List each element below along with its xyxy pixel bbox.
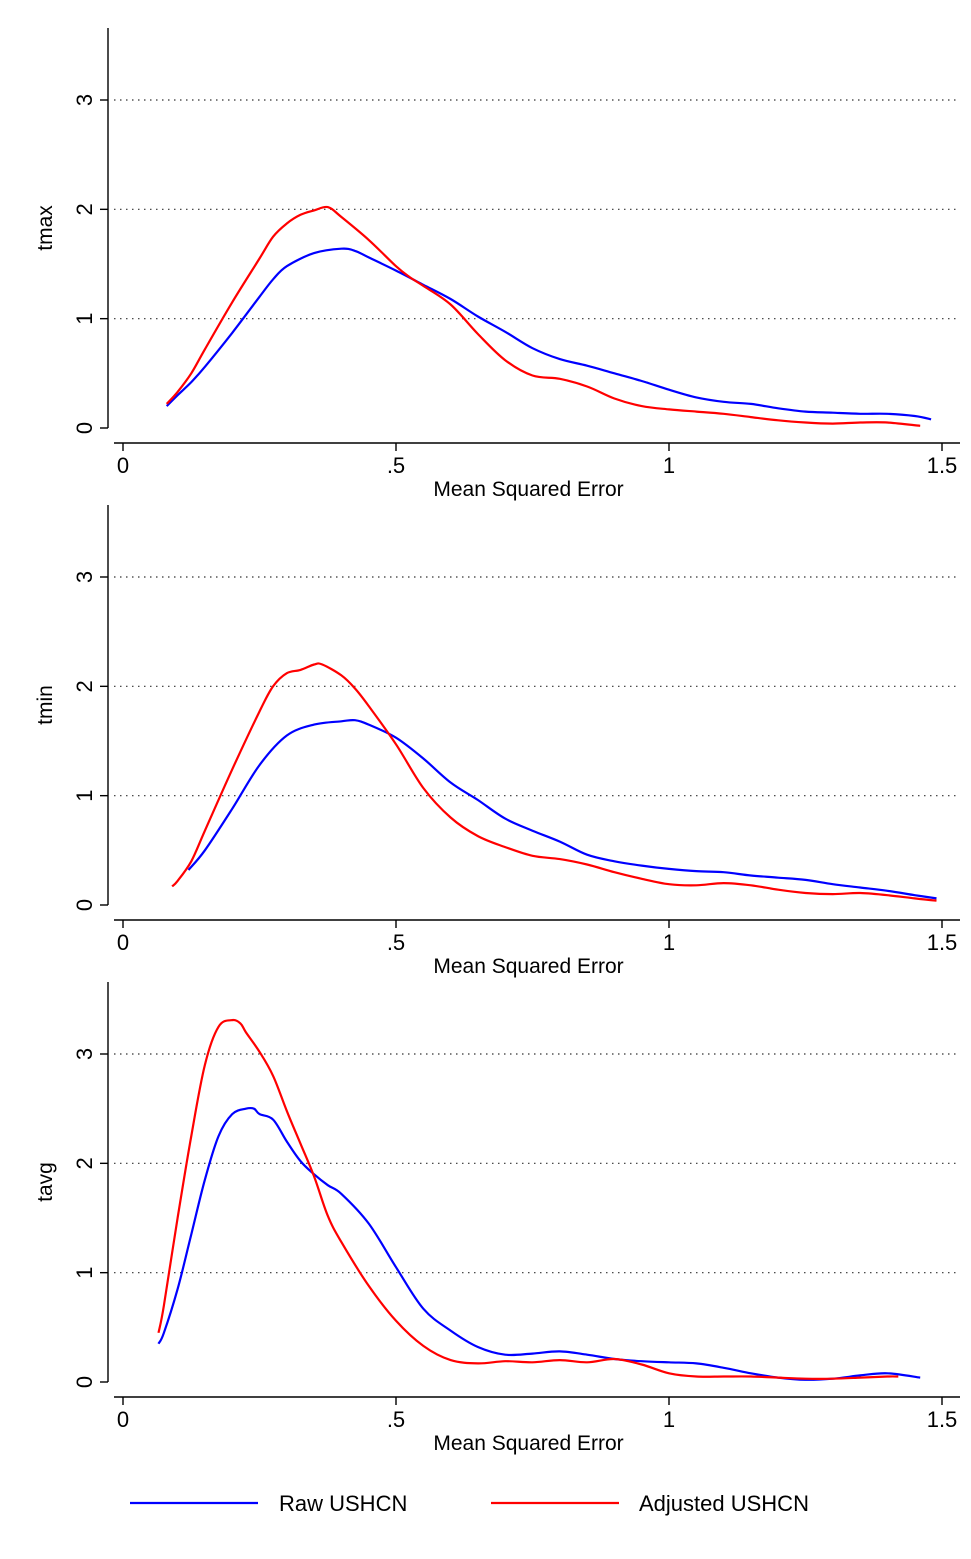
x-tick-label: .5 <box>387 1407 405 1432</box>
series-line-adjusted-ushcn <box>165 205 921 427</box>
y-axis-title: tmin <box>34 685 57 725</box>
series-line-raw-ushcn <box>187 718 937 900</box>
x-axis-title: Mean Squared Error <box>433 955 623 978</box>
x-tick-label: 1 <box>663 1407 675 1432</box>
y-tick-label: 1 <box>72 313 97 325</box>
x-tick-label: 1.5 <box>927 453 958 478</box>
x-tick-label: 1.5 <box>927 930 958 955</box>
series-line-adjusted-ushcn <box>157 1018 899 1380</box>
x-tick-label: 1.5 <box>927 1407 958 1432</box>
y-axis-title: tavg <box>34 1162 57 1202</box>
x-tick-label: 0 <box>117 453 129 478</box>
x-tick-label: 1 <box>663 453 675 478</box>
chart-panel-tavg: 0 1 2 3 tavg 0 .5 1 1.5 Mean Squared Error <box>34 982 960 1455</box>
y-axis-title: tmax <box>34 205 57 251</box>
chart-panel-tmin: 0 1 2 3 tmin 0 .5 1 1.5 Mean Squared Error <box>34 505 960 978</box>
legend-label-raw-ushcn: Raw USHCN <box>279 1491 407 1516</box>
legend: Raw USHCN Adjusted USHCN <box>130 1491 809 1516</box>
y-tick-label: 2 <box>72 680 97 692</box>
y-tick-label: 3 <box>72 571 97 583</box>
y-tick-label: 1 <box>72 1267 97 1279</box>
series-line-adjusted-ushcn <box>171 662 937 902</box>
y-tick-label: 3 <box>72 94 97 106</box>
x-axis-title: Mean Squared Error <box>433 478 623 501</box>
chart-panel-tmax: 0 1 2 3 tmax 0 .5 1 1.5 Mean Squared Error <box>34 28 960 501</box>
x-tick-label: 1 <box>663 930 675 955</box>
x-tick-label: .5 <box>387 453 405 478</box>
y-tick-label: 3 <box>72 1048 97 1060</box>
y-tick-label: 1 <box>72 790 97 802</box>
x-tick-label: .5 <box>387 930 405 955</box>
y-tick-label: 0 <box>72 422 97 434</box>
legend-label-adjusted-ushcn: Adjusted USHCN <box>639 1491 809 1516</box>
series-line-raw-ushcn <box>157 1106 921 1381</box>
x-axis-title: Mean Squared Error <box>433 1432 623 1455</box>
x-tick-label: 0 <box>117 930 129 955</box>
y-tick-label: 2 <box>72 203 97 215</box>
y-tick-label: 0 <box>72 1376 97 1388</box>
series-line-raw-ushcn <box>165 247 932 421</box>
y-tick-label: 2 <box>72 1157 97 1169</box>
y-tick-label: 0 <box>72 899 97 911</box>
x-tick-label: 0 <box>117 1407 129 1432</box>
